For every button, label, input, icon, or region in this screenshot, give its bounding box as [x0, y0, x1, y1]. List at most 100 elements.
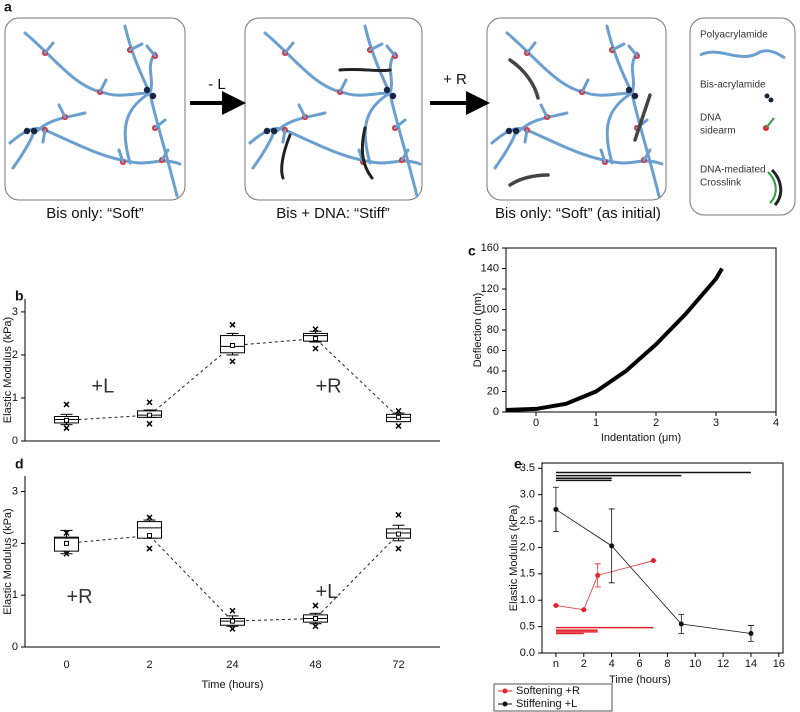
y-tick-label: 1 [12, 392, 18, 404]
y-axis-label: Deflection (nm) [472, 293, 484, 368]
mean [313, 336, 318, 342]
mean-line [66, 338, 399, 421]
outlier [395, 422, 402, 429]
y-tick-label: 0.5 [520, 621, 535, 633]
y-tick-label: 1 [12, 589, 18, 601]
y-tick-label: 140 [481, 262, 499, 274]
legend-label: DNA [700, 113, 721, 124]
x-tick-label: 2 [581, 658, 587, 670]
outlier [229, 321, 236, 328]
y-tick-label: 120 [481, 283, 499, 295]
panel-a: a - L + R Bis only: “Soft” Bis + DNA: “S… [4, 0, 796, 222]
panel-letter: e [514, 456, 522, 472]
x-tick-label: 72 [392, 659, 404, 671]
x-tick-label: 24 [226, 659, 238, 671]
y-tick-label: 100 [481, 303, 499, 315]
x-tick-label: 4 [773, 417, 779, 429]
annotation: +R [67, 586, 93, 608]
caption: Bis only: “Soft” (as initial) [495, 205, 661, 222]
mean [230, 618, 235, 624]
outlier [63, 401, 70, 408]
legend-label: sidearm [700, 126, 736, 137]
y-tick-label: 2 [12, 349, 18, 361]
x-tick-label: 10 [689, 658, 701, 670]
mean [147, 412, 152, 418]
x-tick-label: 2 [653, 417, 659, 429]
outlier [395, 407, 402, 414]
legend-label: Polyacrylamide [700, 30, 768, 41]
legend-icon [764, 93, 770, 99]
legend-label: DNA-mediated [700, 165, 766, 176]
mean [64, 417, 69, 423]
panel-letter: c [468, 243, 476, 259]
legend-label: Stiffening +L [516, 698, 577, 710]
outlier [312, 345, 319, 352]
outlier [312, 623, 319, 630]
point [609, 543, 615, 549]
x-axis-label: Indentation (μm) [601, 432, 681, 444]
outlier [229, 607, 236, 614]
y-tick-label: 1.5 [520, 568, 535, 580]
x-tick-label: 4 [609, 658, 615, 670]
y-tick-label: 3 [12, 485, 18, 497]
y-axis-label: Elastic Modulus (kPa) [508, 505, 520, 611]
state-box [4, 17, 186, 201]
free-strands [508, 58, 652, 187]
x-axis-label: Time (hours) [609, 674, 671, 686]
y-tick-label: 0 [493, 406, 499, 418]
point [553, 506, 559, 512]
x-tick-label: 1 [593, 417, 599, 429]
mean [64, 540, 69, 546]
annotation: +L [316, 581, 339, 603]
y-tick-label: 60 [487, 344, 499, 356]
legend-label: Crosslink [700, 178, 742, 189]
state-box [244, 17, 423, 201]
arrow-label: - L [208, 76, 226, 93]
y-axis-label: Elastic Modulus (kPa) [2, 317, 14, 423]
y-tick-label: 40 [487, 365, 499, 377]
crosslinks [280, 67, 392, 180]
outlier [229, 625, 236, 632]
y-tick-label: 80 [487, 324, 499, 336]
y-tick-label: 0.0 [520, 647, 535, 659]
legend-icon [768, 97, 774, 103]
y-tick-label: 3 [12, 306, 18, 318]
y-tick-label: 0 [12, 435, 18, 447]
outlier [312, 602, 319, 609]
panel-letter: d [15, 456, 24, 472]
legend-icon [770, 168, 783, 207]
x-tick-label: 8 [664, 658, 670, 670]
curve [505, 267, 724, 412]
point [595, 572, 601, 578]
mean-line [66, 533, 399, 622]
outlier [312, 326, 319, 333]
legend-label: Bis-acrylamide [700, 80, 766, 91]
point [748, 630, 754, 636]
outlier [146, 399, 153, 406]
legend-box [493, 683, 613, 712]
y-tick-label: 0 [12, 641, 18, 653]
annotation: +L [91, 375, 114, 397]
box [137, 521, 162, 539]
state-box [486, 17, 667, 201]
arrow-label: + R [443, 71, 467, 88]
x-tick-label: 16 [773, 658, 785, 670]
caption: Bis + DNA: “Stiff” [276, 205, 390, 222]
legend-icon [767, 171, 777, 204]
legend-icon [699, 49, 786, 60]
point [581, 607, 587, 613]
caption: Bis only: “Soft” [46, 205, 144, 222]
y-tick-label: 20 [487, 385, 499, 397]
legend-icon [765, 117, 775, 129]
legend-swatch [502, 688, 508, 694]
outlier [146, 545, 153, 552]
series-line [555, 560, 654, 611]
panel-letter: a [4, 0, 12, 15]
series-line [555, 509, 752, 634]
outlier [229, 358, 236, 365]
x-tick-label: 6 [636, 658, 642, 670]
outlier [395, 511, 402, 518]
mean [230, 342, 235, 348]
y-tick-label: 2.5 [520, 515, 535, 527]
panel-letter: b [15, 288, 24, 304]
